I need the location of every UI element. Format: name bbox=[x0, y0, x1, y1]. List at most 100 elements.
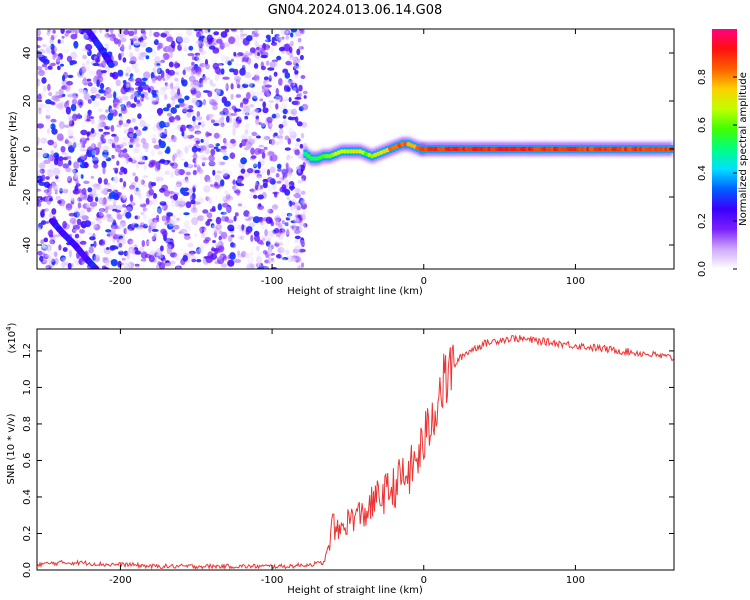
noise-cell bbox=[251, 77, 258, 81]
noise-cell bbox=[294, 209, 299, 216]
noise-cell bbox=[134, 175, 139, 183]
noise-cell bbox=[156, 63, 160, 66]
noise-cell bbox=[159, 187, 166, 193]
noise-cell bbox=[133, 40, 141, 46]
noise-cell bbox=[220, 211, 227, 215]
noise-cell bbox=[213, 191, 217, 200]
noise-cell bbox=[220, 68, 225, 75]
noise-cell bbox=[283, 224, 288, 230]
noise-cell bbox=[297, 166, 301, 174]
noise-cell bbox=[183, 66, 191, 71]
noise-cell bbox=[195, 99, 203, 108]
noise-cell bbox=[188, 188, 194, 194]
y-tick-label: 0 bbox=[22, 146, 33, 152]
noise-cell bbox=[236, 138, 241, 147]
noise-cell bbox=[49, 185, 53, 193]
noise-cell bbox=[101, 60, 107, 68]
noise-cell bbox=[81, 188, 87, 195]
noise-cell bbox=[223, 125, 231, 133]
noise-cell bbox=[174, 77, 179, 82]
noise-cell bbox=[46, 253, 53, 257]
noise-cell bbox=[218, 117, 224, 125]
noise-cell bbox=[280, 103, 287, 109]
x-tick-label: 100 bbox=[566, 575, 585, 586]
noise-cell bbox=[148, 162, 154, 168]
noise-cell bbox=[37, 54, 40, 59]
noise-cell bbox=[86, 137, 90, 141]
noise-cell bbox=[83, 180, 90, 184]
noise-cell bbox=[52, 171, 61, 177]
ridge-core-cell bbox=[321, 154, 326, 159]
ridge-core-cell bbox=[309, 156, 314, 161]
noise-cell bbox=[165, 260, 170, 264]
noise-cell bbox=[141, 231, 147, 239]
noise-cell bbox=[136, 255, 143, 261]
noise-cell bbox=[219, 149, 227, 153]
noise-cell bbox=[45, 106, 51, 113]
noise-cell bbox=[122, 148, 128, 153]
noise-cell bbox=[153, 96, 159, 103]
noise-cell bbox=[126, 101, 132, 108]
noise-cell bbox=[67, 93, 74, 98]
noise-cell bbox=[299, 49, 306, 54]
noise-cell bbox=[128, 184, 136, 190]
noise-cell bbox=[118, 64, 126, 69]
noise-cell bbox=[286, 154, 291, 161]
noise-cell bbox=[80, 208, 87, 217]
noise-cell bbox=[267, 150, 273, 157]
noise-cell bbox=[171, 232, 178, 237]
noise-cell bbox=[205, 196, 210, 201]
noise-cell bbox=[250, 164, 258, 167]
noise-cell bbox=[296, 265, 303, 269]
noise-cell bbox=[40, 239, 45, 244]
noise-cell bbox=[258, 47, 265, 55]
noise-cell bbox=[217, 256, 225, 265]
noise-cell bbox=[67, 74, 74, 79]
noise-cell bbox=[86, 132, 90, 137]
noise-cell bbox=[112, 219, 116, 225]
noise-cell bbox=[203, 185, 211, 193]
noise-cell bbox=[212, 62, 219, 70]
noise-cell bbox=[297, 180, 303, 184]
noise-cell bbox=[205, 131, 210, 138]
noise-cell bbox=[221, 202, 229, 208]
noise-cell bbox=[42, 85, 47, 92]
figure-title: GN04.2024.013.06.14.G08 bbox=[268, 3, 443, 18]
noise-cell bbox=[142, 142, 149, 149]
noise-cell bbox=[262, 250, 268, 255]
noise-cell bbox=[160, 245, 164, 252]
noise-cell bbox=[267, 208, 274, 214]
noise-cell bbox=[86, 60, 90, 65]
noise-cell bbox=[213, 122, 220, 127]
noise-cell bbox=[154, 119, 160, 123]
noise-cell bbox=[298, 84, 303, 92]
noise-cell bbox=[116, 212, 121, 218]
noise-cell bbox=[44, 124, 52, 129]
noise-cell bbox=[73, 161, 80, 169]
noise-cell bbox=[276, 163, 282, 169]
noise-cell bbox=[298, 79, 304, 87]
noise-cell bbox=[250, 155, 257, 159]
noise-cell bbox=[53, 234, 61, 238]
noise-cell bbox=[112, 199, 117, 207]
noise-cell bbox=[217, 254, 224, 260]
noise-cell bbox=[108, 204, 113, 210]
noise-cell bbox=[123, 228, 127, 235]
noise-cell bbox=[142, 59, 149, 63]
noise-cell bbox=[45, 189, 52, 196]
noise-cell bbox=[293, 65, 301, 70]
noise-cell bbox=[183, 220, 190, 228]
noise-cell bbox=[267, 67, 275, 71]
noise-cell bbox=[247, 135, 252, 142]
noise-cell bbox=[233, 121, 240, 128]
noise-cell bbox=[286, 212, 293, 217]
noise-cell bbox=[158, 176, 163, 182]
noise-cell bbox=[122, 204, 127, 208]
noise-cell bbox=[59, 187, 63, 194]
noise-cell bbox=[40, 188, 48, 195]
noise-cell bbox=[117, 183, 124, 191]
snr-series bbox=[37, 334, 674, 570]
noise-cell bbox=[134, 263, 140, 267]
noise-cell bbox=[144, 144, 149, 153]
noise-cell bbox=[141, 260, 144, 267]
